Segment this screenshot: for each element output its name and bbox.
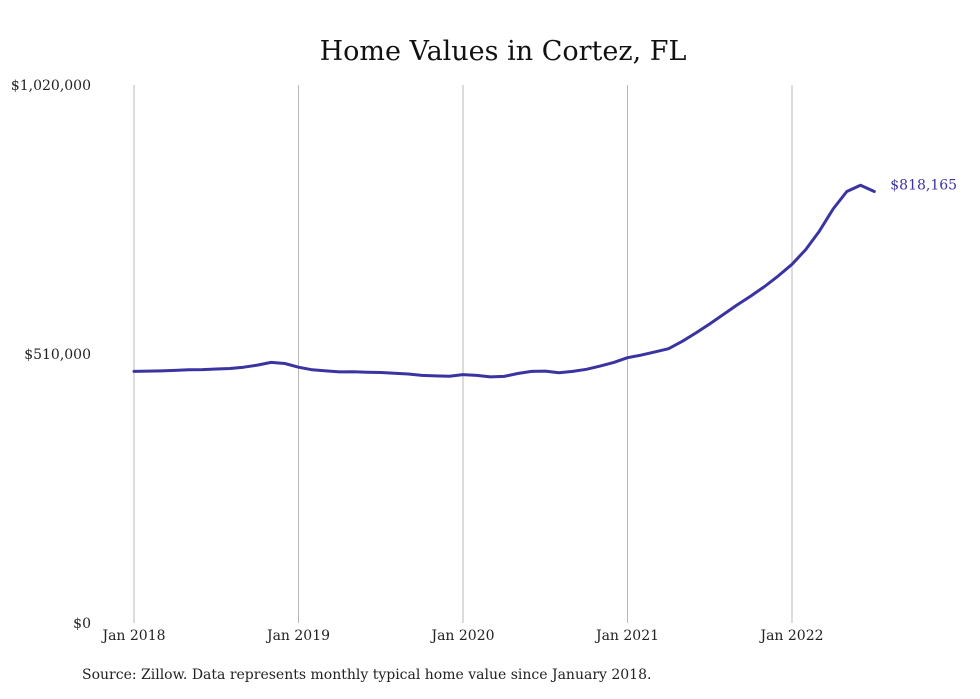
y-tick-label: $1,020,000 — [11, 78, 91, 94]
line-chart: Home Values in Cortez, FL $0 $510,000 $1,0… — [11, 36, 957, 644]
y-tick-label: $0 — [73, 616, 91, 632]
home-value-line — [132, 183, 876, 379]
x-tick-label: Jan 2022 — [758, 628, 823, 644]
x-tick-label: Jan 2019 — [265, 628, 330, 644]
x-axis: Jan 2018 Jan 2019 Jan 2020 Jan 2021 Jan 2022 — [100, 628, 823, 644]
y-tick-label: $510,000 — [24, 347, 91, 363]
end-value-label: $818,165 — [890, 177, 957, 193]
source-note: Source: Zillow. Data represents monthly … — [82, 667, 652, 683]
series-group: $818,165 — [132, 177, 957, 379]
x-tick-label: Jan 2018 — [100, 628, 165, 644]
grid-lines — [133, 85, 793, 623]
chart-title: Home Values in Cortez, FL — [320, 36, 687, 67]
x-tick-label: Jan 2021 — [594, 628, 659, 644]
x-tick-label: Jan 2020 — [429, 628, 494, 644]
y-axis: $0 $510,000 $1,020,000 — [11, 78, 91, 632]
